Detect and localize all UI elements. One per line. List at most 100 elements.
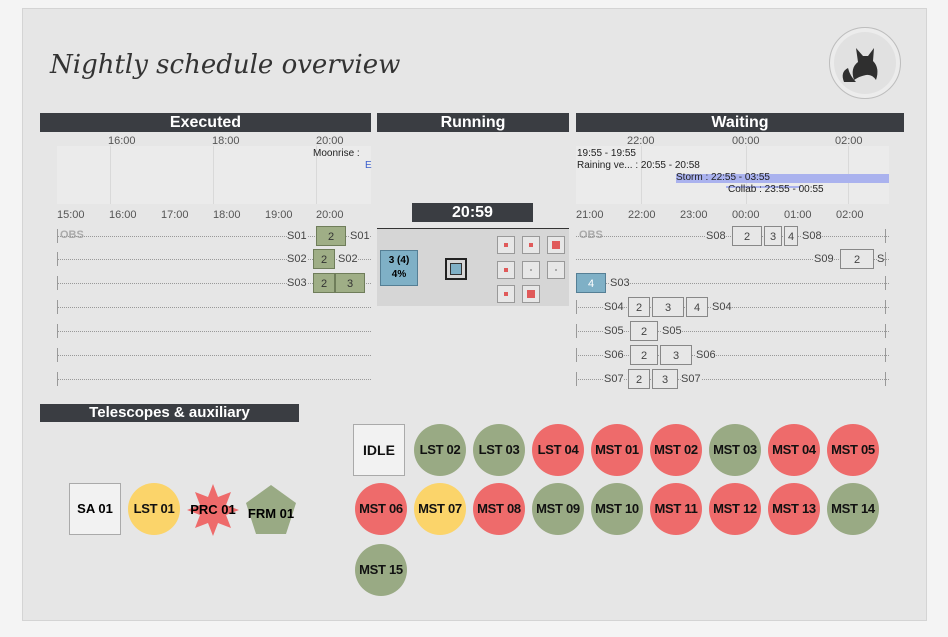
row-label-s05: S05 (604, 324, 624, 338)
waiting-block[interactable]: 2 (628, 297, 650, 317)
executed-block[interactable]: 3 (335, 273, 365, 293)
row-label-s06: S06 (604, 348, 624, 362)
running-job-card[interactable]: 3 (4) 4% (380, 250, 418, 286)
sub-array-cell[interactable] (522, 261, 540, 279)
waiting-block[interactable]: 2 (732, 226, 762, 246)
idle-button[interactable]: IDLE (353, 424, 405, 476)
telescope-mst01[interactable]: MST 01 (591, 424, 643, 476)
executed-block[interactable]: 2 (313, 249, 335, 269)
waiting-block[interactable]: 3 (660, 345, 692, 365)
telescope-mst06[interactable]: MST 06 (355, 483, 407, 535)
telescope-mst14[interactable]: MST 14 (827, 483, 879, 535)
storm-event-label[interactable]: Storm : 22:55 - 03:55 (676, 172, 770, 183)
aux-lst01[interactable]: LST 01 (128, 483, 180, 535)
row-label-s01: S01 (287, 229, 307, 243)
executed-header: Executed (40, 113, 371, 132)
row-tail-s01: S01 (350, 229, 370, 243)
telescope-mst08[interactable]: MST 08 (473, 483, 525, 535)
executed-row (57, 379, 371, 380)
waiting-top-tick: 22:00 (627, 135, 655, 147)
executed-row-obs (57, 236, 371, 237)
sub-array-cell[interactable] (522, 285, 540, 303)
waiting-top-tick: 00:00 (732, 135, 760, 147)
target-icon[interactable] (445, 258, 467, 280)
row-tail-s07: S07 (681, 372, 701, 386)
waiting-event[interactable]: Raining ve... : 20:55 - 20:58 (577, 160, 700, 171)
waiting-block[interactable]: 2 (630, 321, 658, 341)
sub-array-cell[interactable] (522, 236, 540, 254)
telescopes-header: Telescopes & auxiliary (40, 404, 299, 422)
waiting-block[interactable]: 2 (840, 249, 874, 269)
row-tail-s02: S02 (338, 252, 358, 266)
waiting-block[interactable]: 4 (576, 273, 606, 293)
waiting-block[interactable]: 3 (652, 297, 684, 317)
executed-top-tick: 16:00 (108, 135, 136, 147)
waiting-block[interactable]: 4 (784, 226, 798, 246)
executed-block[interactable]: 2 (316, 226, 346, 246)
waiting-block[interactable]: 2 (628, 369, 650, 389)
executed-top-tick: 18:00 (212, 135, 240, 147)
executed-block[interactable]: 2 (313, 273, 335, 293)
telescope-lst04[interactable]: LST 04 (532, 424, 584, 476)
moonrise-event[interactable]: Moonrise : (313, 148, 360, 159)
row-label-s02: S02 (287, 252, 307, 266)
executed-row (57, 307, 371, 308)
telescope-mst11[interactable]: MST 11 (650, 483, 702, 535)
row-cap (57, 276, 58, 290)
row-tail-s06: S06 (696, 348, 716, 362)
waiting-block[interactable]: 4 (686, 297, 708, 317)
sub-array-cell[interactable] (497, 285, 515, 303)
telescope-mst12[interactable]: MST 12 (709, 483, 761, 535)
telescope-lst02[interactable]: LST 02 (414, 424, 466, 476)
executed-top-tick: 20:00 (316, 135, 344, 147)
moonrise-event-tail: E (365, 160, 372, 171)
aux-frm01[interactable]: FRM 01 (243, 482, 299, 538)
executed-tick: 20:00 (316, 209, 344, 221)
row-label-s07: S07 (604, 372, 624, 386)
telescope-mst02[interactable]: MST 02 (650, 424, 702, 476)
storm-bar[interactable] (676, 174, 889, 183)
row-cap (885, 300, 886, 314)
sub-array-cell[interactable] (497, 236, 515, 254)
waiting-top-tick: 02:00 (835, 135, 863, 147)
sub-array-cell[interactable] (497, 261, 515, 279)
waiting-tick: 21:00 (576, 209, 604, 221)
telescope-mst04[interactable]: MST 04 (768, 424, 820, 476)
grid-line (316, 146, 317, 204)
sub-array-cell[interactable] (547, 236, 565, 254)
waiting-tick: 23:00 (680, 209, 708, 221)
telescope-lst03[interactable]: LST 03 (473, 424, 525, 476)
aux-sa01[interactable]: SA 01 (69, 483, 121, 535)
row-cap (885, 348, 886, 362)
waiting-row (576, 331, 889, 332)
grid-line (213, 146, 214, 204)
row-cap (57, 229, 58, 243)
telescope-mst03[interactable]: MST 03 (709, 424, 761, 476)
aux-frm01-label: FRM 01 (247, 506, 295, 521)
aux-prc01[interactable]: PRC 01 (185, 482, 241, 538)
row-cap (57, 252, 58, 266)
telescope-mst10[interactable]: MST 10 (591, 483, 643, 535)
telescope-mst09[interactable]: MST 09 (532, 483, 584, 535)
page-title: Nightly schedule overview (50, 50, 401, 80)
waiting-block[interactable]: 3 (652, 369, 678, 389)
collab-event-label[interactable]: Collab : 23:55 - 00:55 (728, 184, 824, 195)
collab-bar[interactable] (726, 186, 801, 188)
telescope-mst07[interactable]: MST 07 (414, 483, 466, 535)
waiting-block[interactable]: 3 (764, 226, 782, 246)
fox-logo-icon (829, 27, 901, 99)
executed-row (57, 331, 371, 332)
waiting-tick: 22:00 (628, 209, 656, 221)
row-tail-s05: S05 (662, 324, 682, 338)
row-cap (885, 252, 886, 266)
sub-array-cell[interactable] (547, 261, 565, 279)
row-cap (576, 348, 577, 362)
telescope-mst13[interactable]: MST 13 (768, 483, 820, 535)
telescope-mst15[interactable]: MST 15 (355, 544, 407, 596)
executed-row (57, 355, 371, 356)
waiting-event[interactable]: 19:55 - 19:55 (577, 148, 636, 159)
telescope-mst05[interactable]: MST 05 (827, 424, 879, 476)
waiting-row (576, 259, 889, 260)
waiting-block[interactable]: 2 (630, 345, 658, 365)
row-cap (57, 372, 58, 386)
